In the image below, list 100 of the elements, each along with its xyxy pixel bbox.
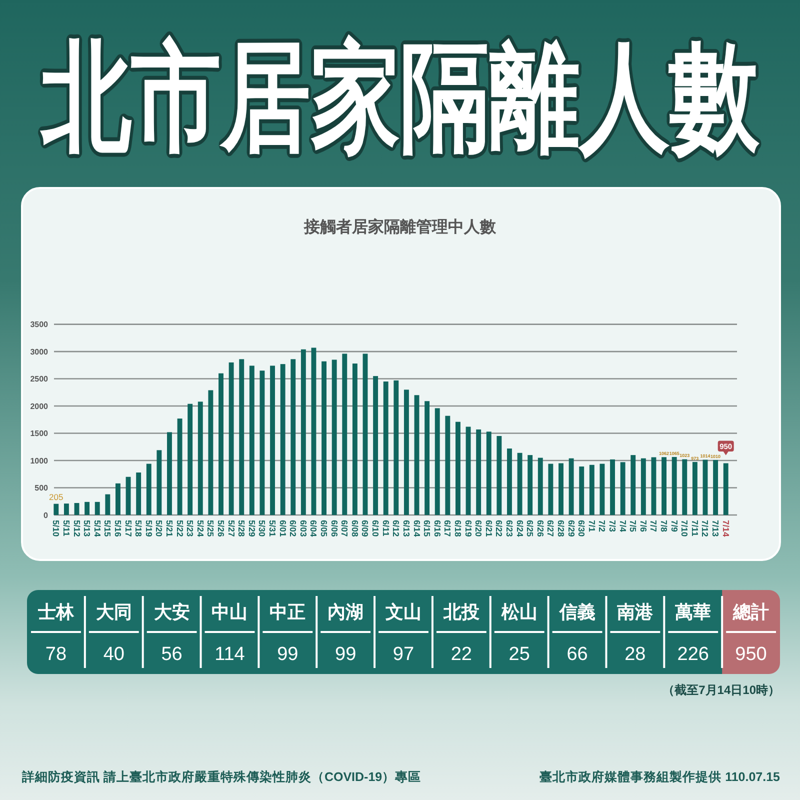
data-label: 950 — [735, 644, 767, 665]
category-label: 大同 — [94, 602, 132, 622]
x-tick-label: 7/4 — [618, 520, 628, 532]
x-tick-label: 6/12 — [391, 520, 402, 537]
data-label: 205 — [49, 492, 64, 502]
data-label: 226 — [677, 644, 709, 665]
x-tick-label: 5/21 — [164, 520, 174, 537]
x-tick-label: 6/04 — [308, 520, 319, 537]
data-label: 114 — [214, 644, 246, 665]
data-label: 66 — [566, 644, 588, 665]
x-tick-label: 5/24 — [195, 520, 206, 537]
text: （截至7月14日10時） — [662, 683, 780, 697]
x-tick-label: 6/10 — [370, 520, 381, 537]
x-tick-label: 7/3 — [608, 520, 618, 532]
y-tick-label: 1500 — [30, 429, 49, 438]
x-tick-label: 6/11 — [380, 520, 391, 536]
data-label: 99 — [335, 644, 356, 665]
x-tick-label: 6/25 — [525, 520, 536, 537]
chart-subtitle: 接觸者居家隔離管理中人數 — [303, 217, 497, 236]
x-tick-label: 5/12 — [72, 520, 82, 537]
x-tick-label: 6/18 — [452, 520, 463, 537]
category-label: 松山 — [500, 602, 538, 622]
x-tick-label: 6/02 — [288, 520, 298, 537]
x-tick-label: 7/14 — [720, 520, 731, 537]
data-label: 28 — [624, 644, 646, 665]
x-tick-label: 5/29 — [246, 520, 257, 537]
x-tick-label: 7/8 — [659, 520, 670, 532]
data-label: 56 — [161, 644, 182, 665]
x-tick-label: 6/23 — [504, 520, 514, 537]
y-tick-label: 1000 — [30, 456, 49, 466]
x-tick-label: 7/5 — [628, 520, 638, 532]
x-tick-label: 5/14 — [92, 520, 102, 537]
x-tick-label: 5/30 — [257, 520, 268, 537]
x-tick-label: 6/16 — [432, 520, 442, 537]
category-label: 大安 — [152, 602, 190, 622]
x-tick-label: 6/30 — [576, 520, 587, 537]
x-tick-label: 7/11 — [690, 520, 700, 536]
x-tick-label: 6/01 — [278, 520, 288, 537]
x-tick-label: 7/2 — [597, 520, 608, 532]
y-tick-label: 3500 — [30, 320, 49, 330]
x-tick-label: 6/15 — [422, 520, 432, 537]
category-label: 南港 — [616, 602, 654, 622]
x-tick-label: 6/17 — [442, 520, 453, 537]
x-tick-label: 7/12 — [700, 520, 710, 537]
category-label: 內湖 — [328, 602, 364, 622]
x-tick-label: 7/1 — [586, 520, 597, 532]
x-tick-label: 7/7 — [648, 520, 659, 532]
x-tick-label: 6/24 — [514, 520, 525, 537]
x-tick-label: 5/16 — [112, 520, 123, 537]
data-label: 99 — [277, 644, 298, 665]
data-label: 25 — [508, 644, 530, 665]
x-tick-label: 6/08 — [350, 520, 360, 537]
data-label: 40 — [103, 644, 124, 665]
x-tick-label: 6/06 — [329, 520, 340, 537]
data-label: 78 — [45, 644, 67, 665]
x-tick-label: 6/26 — [535, 520, 546, 537]
x-tick-label: 6/09 — [360, 520, 370, 537]
x-tick-label: 5/31 — [268, 520, 278, 537]
x-tick-label: 5/11 — [61, 520, 72, 536]
category-label: 中山 — [212, 602, 248, 622]
x-tick-label: 5/25 — [206, 520, 216, 537]
category-label: 萬華 — [674, 602, 712, 622]
x-tick-label: 5/10 — [51, 520, 62, 537]
y-tick-label: 2500 — [30, 374, 49, 384]
x-tick-label: 5/18 — [134, 520, 144, 537]
category-label: 士林 — [36, 602, 75, 622]
x-tick-label: 5/22 — [174, 520, 185, 537]
x-tick-label: 5/19 — [144, 520, 154, 537]
x-tick-label: 6/29 — [566, 520, 576, 537]
x-tick-label: 7/13 — [710, 520, 721, 537]
data-label: 97 — [392, 644, 414, 665]
x-tick-label: 5/13 — [82, 520, 92, 537]
x-tick-label: 5/15 — [102, 520, 113, 537]
x-tick-label: 6/28 — [556, 520, 566, 537]
x-tick-label: 7/6 — [638, 520, 648, 532]
x-tick-label: 5/26 — [216, 520, 226, 537]
y-tick-label: 3000 — [30, 347, 49, 356]
category-label: 信義 — [558, 602, 596, 622]
x-tick-label: 6/20 — [474, 520, 484, 537]
y-tick-label: 2000 — [30, 402, 49, 411]
x-tick-label: 6/05 — [319, 520, 330, 537]
x-tick-label: 6/19 — [463, 520, 474, 537]
x-tick-label: 5/23 — [185, 520, 196, 537]
x-tick-label: 5/28 — [236, 520, 247, 537]
x-tick-label: 6/21 — [484, 520, 494, 537]
category-label: 文山 — [384, 602, 422, 622]
category-label: 北投 — [442, 602, 480, 622]
x-tick-label: 6/14 — [412, 520, 422, 537]
x-tick-label: 5/20 — [154, 520, 164, 537]
x-tick-label: 5/27 — [226, 520, 236, 537]
x-tick-label: 6/13 — [401, 520, 412, 537]
text: 臺北市政府媒體事務組製作提供 110.07.15 — [540, 769, 780, 784]
x-tick-label: 6/03 — [298, 520, 308, 537]
x-tick-label: 5/17 — [123, 520, 134, 537]
y-tick-label: 500 — [34, 484, 49, 493]
category-label: 中正 — [270, 602, 306, 622]
y-tick-label: 0 — [44, 510, 49, 520]
x-tick-label: 6/07 — [340, 520, 350, 537]
data-label: 22 — [450, 644, 472, 665]
x-tick-label: 7/10 — [680, 520, 690, 537]
